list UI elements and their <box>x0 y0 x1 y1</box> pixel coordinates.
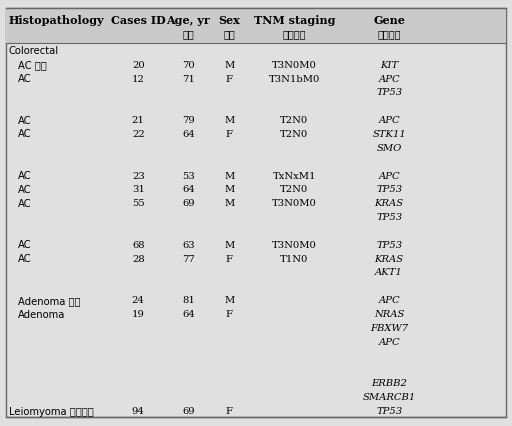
Text: TP53: TP53 <box>376 406 402 415</box>
Text: 20: 20 <box>132 60 144 69</box>
Text: M: M <box>224 60 234 69</box>
Text: M: M <box>224 199 234 208</box>
Text: APC: APC <box>378 116 400 125</box>
Text: T1N0: T1N0 <box>280 254 309 263</box>
Text: Colorectal: Colorectal <box>9 46 59 56</box>
Text: 12: 12 <box>132 75 145 83</box>
Text: AC: AC <box>18 129 32 139</box>
Text: Gene: Gene <box>373 15 405 26</box>
Text: ERBB2: ERBB2 <box>371 378 407 387</box>
Text: AC: AC <box>18 253 32 264</box>
Text: SMARCB1: SMARCB1 <box>362 392 416 401</box>
Text: 68: 68 <box>132 240 144 249</box>
Text: Adenoma: Adenoma <box>18 309 66 319</box>
Text: 70: 70 <box>182 60 195 69</box>
Text: M: M <box>224 171 234 180</box>
Text: T3N0M0: T3N0M0 <box>272 240 317 249</box>
Text: AC: AC <box>18 171 32 181</box>
Text: AKT1: AKT1 <box>375 268 403 277</box>
Text: 63: 63 <box>182 240 195 249</box>
Text: 69: 69 <box>182 406 195 415</box>
Text: 71: 71 <box>182 75 195 83</box>
Text: 31: 31 <box>132 185 145 194</box>
Text: TP53: TP53 <box>376 213 402 222</box>
Text: Age, yr: Age, yr <box>166 15 210 26</box>
Text: F: F <box>226 406 233 415</box>
Text: 突變基因: 突變基因 <box>377 29 401 40</box>
Text: T3N0M0: T3N0M0 <box>272 60 317 69</box>
Text: 64: 64 <box>182 130 195 138</box>
Text: F: F <box>226 254 233 263</box>
Text: SMO: SMO <box>376 144 402 153</box>
Text: Adenoma 腺癌: Adenoma 腺癌 <box>18 295 80 305</box>
Text: KIT: KIT <box>380 60 398 69</box>
Bar <box>6 9 506 44</box>
Text: 53: 53 <box>182 171 195 180</box>
Text: STK11: STK11 <box>372 130 406 138</box>
Text: 28: 28 <box>132 254 144 263</box>
Text: AC: AC <box>18 74 32 84</box>
Text: 81: 81 <box>182 296 195 305</box>
Text: M: M <box>224 296 234 305</box>
Text: AC 腺癌: AC 腺癌 <box>18 60 47 70</box>
Text: TP53: TP53 <box>376 240 402 249</box>
Text: T2N0: T2N0 <box>280 116 309 125</box>
Text: T2N0: T2N0 <box>280 185 309 194</box>
Text: 19: 19 <box>132 309 145 318</box>
Text: APC: APC <box>378 75 400 83</box>
Text: 94: 94 <box>132 406 145 415</box>
Text: 癌症期別: 癌症期別 <box>283 29 306 40</box>
Text: M: M <box>224 240 234 249</box>
Text: F: F <box>226 309 233 318</box>
Text: 64: 64 <box>182 185 195 194</box>
Text: TP53: TP53 <box>376 88 402 97</box>
Text: APC: APC <box>378 337 400 346</box>
Text: 69: 69 <box>182 199 195 208</box>
Text: 21: 21 <box>132 116 145 125</box>
Text: 77: 77 <box>182 254 195 263</box>
Text: KRAS: KRAS <box>375 199 403 208</box>
Text: 55: 55 <box>132 199 144 208</box>
Text: APC: APC <box>378 296 400 305</box>
Text: Cases ID: Cases ID <box>111 15 165 26</box>
Text: NRAS: NRAS <box>374 309 404 318</box>
Text: APC: APC <box>378 171 400 180</box>
Text: TNM staging: TNM staging <box>253 15 335 26</box>
Text: T3N0M0: T3N0M0 <box>272 199 317 208</box>
Text: 性別: 性別 <box>224 29 235 40</box>
Text: AC: AC <box>18 198 32 208</box>
Text: M: M <box>224 116 234 125</box>
Text: TxNxM1: TxNxM1 <box>273 171 316 180</box>
Text: 22: 22 <box>132 130 144 138</box>
Text: AC: AC <box>18 240 32 250</box>
Text: 64: 64 <box>182 309 195 318</box>
Text: M: M <box>224 185 234 194</box>
Text: 79: 79 <box>182 116 195 125</box>
Text: FBXW7: FBXW7 <box>370 323 408 332</box>
Text: 23: 23 <box>132 171 144 180</box>
Text: Leiomyoma 平滑肌癌: Leiomyoma 平滑肌癌 <box>9 406 94 415</box>
Text: F: F <box>226 75 233 83</box>
Text: F: F <box>226 130 233 138</box>
Text: T2N0: T2N0 <box>280 130 309 138</box>
Text: Histopathology: Histopathology <box>9 15 104 26</box>
Text: TP53: TP53 <box>376 185 402 194</box>
Text: 年齢: 年齢 <box>183 29 194 40</box>
Text: Sex: Sex <box>219 15 240 26</box>
Text: 24: 24 <box>132 296 145 305</box>
Text: KRAS: KRAS <box>375 254 403 263</box>
Text: AC: AC <box>18 115 32 125</box>
Text: AC: AC <box>18 184 32 194</box>
Text: T3N1bM0: T3N1bM0 <box>269 75 320 83</box>
